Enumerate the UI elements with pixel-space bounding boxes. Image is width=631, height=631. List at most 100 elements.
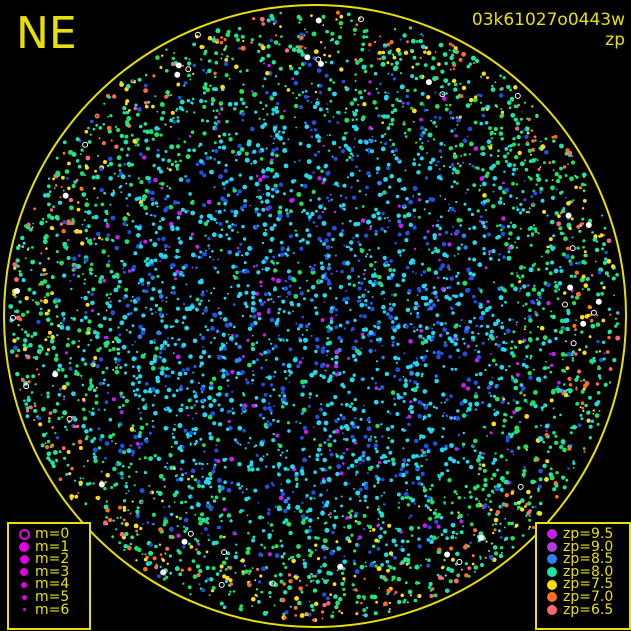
star-marker	[404, 470, 409, 475]
star-marker	[455, 416, 461, 421]
star-marker	[404, 382, 408, 387]
star-marker	[495, 383, 499, 388]
star-marker	[198, 568, 203, 574]
star-marker	[12, 345, 18, 351]
star-marker	[596, 391, 601, 395]
star-marker	[451, 458, 457, 464]
star-marker	[415, 581, 419, 585]
star-marker	[217, 209, 222, 214]
star-marker	[563, 383, 566, 386]
star-marker	[252, 373, 255, 377]
star-marker	[300, 52, 306, 57]
star-marker	[162, 477, 166, 481]
star-marker	[441, 414, 444, 418]
star-marker	[211, 149, 215, 152]
star-marker	[50, 275, 55, 280]
star-marker	[390, 554, 394, 557]
star-marker	[291, 490, 295, 494]
star-marker	[426, 200, 429, 203]
star-marker	[479, 562, 485, 568]
star-marker	[402, 214, 407, 219]
star-marker	[57, 393, 62, 397]
star-marker	[508, 318, 512, 322]
star-marker	[551, 314, 556, 320]
star-marker	[369, 263, 374, 268]
star-marker	[499, 476, 505, 481]
star-marker	[532, 189, 535, 193]
star-marker	[269, 394, 272, 398]
star-marker	[265, 147, 268, 150]
star-marker	[95, 386, 98, 389]
star-marker	[190, 210, 196, 216]
star-marker	[264, 484, 270, 490]
star-marker	[84, 202, 90, 208]
star-marker	[512, 410, 517, 415]
star-marker	[158, 312, 163, 317]
star-marker	[324, 238, 329, 243]
star-marker	[137, 369, 141, 372]
star-marker	[380, 423, 383, 426]
star-marker	[212, 266, 216, 269]
star-marker	[400, 187, 404, 191]
star-marker	[177, 138, 180, 140]
star-marker	[234, 334, 239, 338]
star-marker	[406, 503, 411, 507]
star-marker	[511, 181, 515, 186]
star-marker	[322, 538, 328, 544]
star-marker	[133, 484, 136, 487]
star-marker	[45, 292, 50, 297]
star-marker	[36, 319, 41, 325]
star-marker	[282, 148, 288, 153]
star-marker	[402, 122, 406, 126]
star-marker	[475, 60, 478, 64]
star-marker	[437, 512, 441, 517]
star-marker	[113, 483, 117, 487]
star-marker	[169, 144, 175, 150]
star-marker	[439, 195, 442, 197]
star-marker	[245, 304, 249, 309]
star-marker	[395, 283, 400, 288]
star-marker	[279, 25, 282, 28]
star-marker	[523, 398, 528, 403]
star-marker	[192, 42, 197, 47]
star-marker	[488, 305, 492, 310]
star-marker	[234, 342, 238, 346]
star-marker	[477, 454, 482, 459]
star-marker	[44, 338, 48, 342]
star-marker	[395, 97, 399, 101]
star-marker	[216, 458, 221, 464]
star-marker	[213, 217, 217, 222]
star-marker	[359, 564, 365, 570]
star-marker	[552, 487, 557, 492]
star-marker	[286, 248, 290, 252]
star-marker	[469, 541, 472, 544]
star-marker	[271, 529, 274, 532]
star-marker	[249, 322, 255, 328]
star-marker	[285, 338, 289, 342]
star-marker	[171, 285, 176, 290]
star-marker	[178, 360, 182, 365]
star-marker	[333, 363, 339, 369]
star-marker	[419, 329, 424, 333]
star-marker	[394, 474, 398, 478]
star-marker	[124, 134, 129, 139]
star-marker	[524, 126, 530, 132]
star-marker	[127, 545, 130, 547]
star-marker	[383, 297, 386, 300]
star-marker	[552, 407, 555, 410]
star-marker	[241, 491, 245, 494]
star-marker	[241, 118, 245, 122]
star-marker	[80, 357, 85, 362]
star-marker	[417, 192, 421, 196]
star-marker	[91, 287, 96, 292]
star-marker	[481, 463, 486, 468]
star-marker	[403, 391, 407, 396]
star-marker	[531, 139, 535, 143]
star-marker	[267, 63, 271, 68]
star-marker	[459, 142, 464, 148]
star-marker	[279, 295, 282, 298]
star-marker	[240, 45, 246, 51]
star-marker	[511, 142, 516, 147]
star-marker	[92, 447, 98, 453]
star-marker	[504, 241, 509, 247]
